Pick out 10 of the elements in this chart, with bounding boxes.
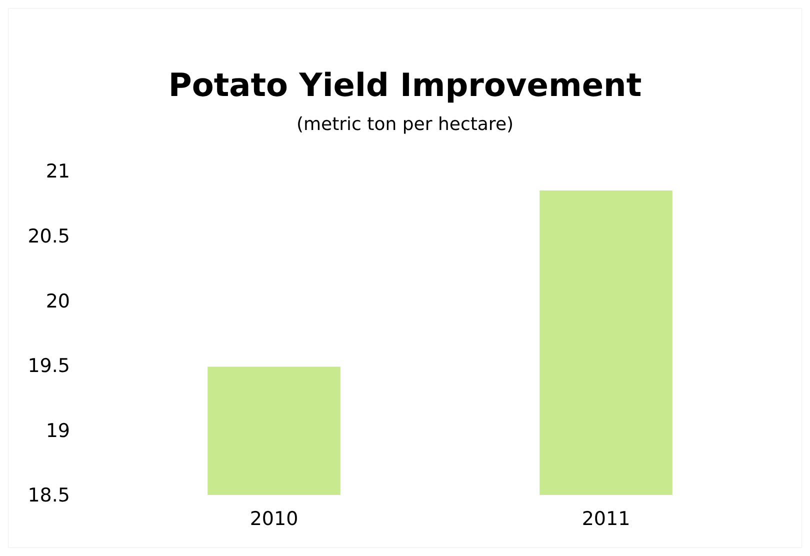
y-tick-label: 19.5 xyxy=(28,355,70,378)
y-tick-label: 21 xyxy=(46,160,70,183)
chart-title: Potato Yield Improvement xyxy=(168,66,642,104)
x-tick-label: 2010 xyxy=(250,508,298,530)
y-tick-label: 18.5 xyxy=(28,484,70,507)
chart-subtitle: (metric ton per hectare) xyxy=(296,114,514,135)
y-tick-label: 19 xyxy=(46,420,70,442)
y-tick-label: 20 xyxy=(46,290,70,312)
x-tick-label: 2011 xyxy=(582,508,630,530)
y-tick-label: 20.5 xyxy=(28,225,70,248)
